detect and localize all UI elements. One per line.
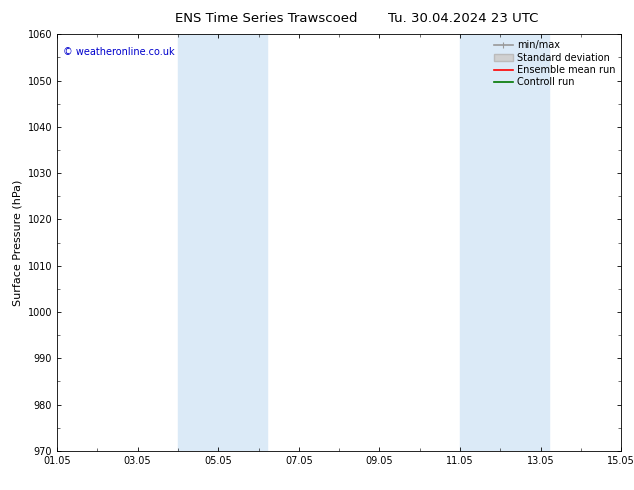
Bar bbox=[218, 34, 267, 451]
Bar bbox=[178, 34, 218, 451]
Bar bbox=[500, 34, 549, 451]
Bar bbox=[460, 34, 500, 451]
Text: © weatheronline.co.uk: © weatheronline.co.uk bbox=[63, 47, 174, 57]
Text: Tu. 30.04.2024 23 UTC: Tu. 30.04.2024 23 UTC bbox=[387, 12, 538, 25]
Y-axis label: Surface Pressure (hPa): Surface Pressure (hPa) bbox=[12, 179, 22, 306]
Legend: min/max, Standard deviation, Ensemble mean run, Controll run: min/max, Standard deviation, Ensemble me… bbox=[489, 36, 619, 91]
Text: ENS Time Series Trawscoed: ENS Time Series Trawscoed bbox=[175, 12, 358, 25]
